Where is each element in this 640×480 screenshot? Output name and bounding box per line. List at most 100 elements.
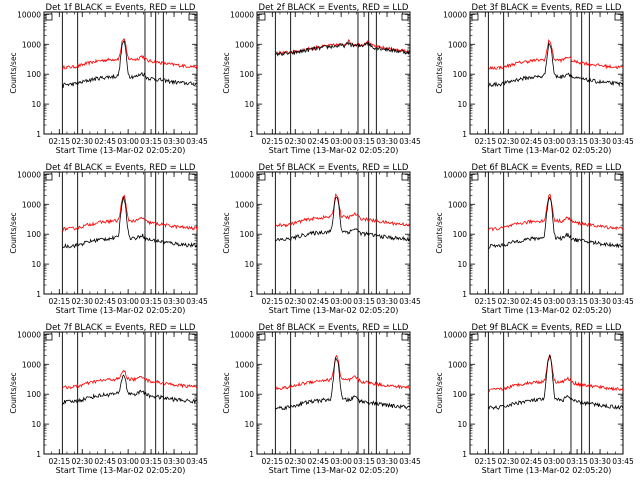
y-tick-label: 1 xyxy=(36,450,41,459)
y-tick-label: 10000 xyxy=(17,170,41,179)
x-tick-label: 02:45 xyxy=(94,457,116,466)
y-tick-label: 10 xyxy=(457,260,467,269)
panel-det-5: Det 5f BLACK = Events, RED = LLD 1 10 100 10… xyxy=(222,163,421,315)
x-tick-label: 02:15 xyxy=(48,137,70,146)
x-tick-label: 02:45 xyxy=(520,297,542,306)
panel-title: Det 5f BLACK = Events, RED = LLD xyxy=(259,163,409,173)
legend-box-left xyxy=(471,333,479,341)
x-axis-label: Start Time (13-Mar-02 02:05:20) xyxy=(269,466,399,475)
y-tick-label: 1 xyxy=(249,130,254,139)
x-tick-label: 02:30 xyxy=(71,457,93,466)
legend-box-right xyxy=(188,173,196,181)
legend-box-right xyxy=(188,333,196,341)
x-tick-label: 02:30 xyxy=(284,297,306,306)
series-events-line xyxy=(488,196,623,250)
panel-title: Det 9f BLACK = Events, RED = LLD xyxy=(472,323,622,333)
series-events-line xyxy=(275,40,410,57)
legend-box-left xyxy=(45,173,53,181)
legend-box-left xyxy=(258,13,266,21)
y-tick-label: 10 xyxy=(457,420,467,429)
x-tick-label: 03:30 xyxy=(589,137,611,146)
panel-title: Det 4f BLACK = Events, RED = LLD xyxy=(46,163,196,173)
series-lld-line xyxy=(275,192,410,228)
x-tick-label: 03:45 xyxy=(399,137,421,146)
panel-det-1: Det 1f BLACK = Events, RED = LLD 1 10 100 10… xyxy=(9,3,208,155)
plot-frame xyxy=(256,331,411,455)
y-axis-label: Counts/sec xyxy=(9,52,18,93)
x-tick-label: 03:30 xyxy=(376,457,398,466)
x-tick-label: 03:00 xyxy=(330,137,352,146)
x-tick-label: 03:15 xyxy=(566,457,588,466)
panel-title: Det 6f BLACK = Events, RED = LLD xyxy=(472,163,622,173)
plot-frame xyxy=(43,331,198,455)
panel-title: Det 1f BLACK = Events, RED = LLD xyxy=(46,3,196,13)
y-tick-label: 1 xyxy=(462,130,467,139)
legend-box-left xyxy=(258,333,266,341)
x-tick-label: 02:30 xyxy=(71,297,93,306)
y-axis-label: Counts/sec xyxy=(222,212,231,253)
x-tick-label: 02:45 xyxy=(307,457,329,466)
x-tick-label: 03:45 xyxy=(612,457,634,466)
x-tick-label: 03:30 xyxy=(163,137,185,146)
x-tick-label: 02:30 xyxy=(71,137,93,146)
y-axis-label: Counts/sec xyxy=(435,372,444,413)
x-tick-label: 02:30 xyxy=(284,457,306,466)
x-tick-label: 02:30 xyxy=(497,297,519,306)
panel-det-9: Det 9f BLACK = Events, RED = LLD 1 10 100 10… xyxy=(435,323,634,475)
series-events-line xyxy=(488,354,623,411)
series-events-line xyxy=(62,374,197,406)
series-events-line xyxy=(488,42,623,88)
x-tick-label: 03:15 xyxy=(353,297,375,306)
series-events-line xyxy=(275,197,410,242)
y-tick-label: 100 xyxy=(27,230,42,239)
y-tick-label: 10000 xyxy=(230,10,254,19)
x-tick-label: 02:45 xyxy=(520,457,542,466)
legend-box-left xyxy=(45,333,53,341)
x-tick-label: 02:15 xyxy=(261,137,283,146)
x-tick-label: 03:15 xyxy=(566,297,588,306)
y-tick-label: 1000 xyxy=(22,360,41,369)
y-tick-label: 1 xyxy=(249,290,254,299)
y-tick-label: 100 xyxy=(453,70,468,79)
series-lld-line xyxy=(62,369,197,390)
y-tick-label: 10 xyxy=(31,420,41,429)
x-tick-label: 02:45 xyxy=(520,137,542,146)
y-tick-label: 1000 xyxy=(235,200,254,209)
plot-frame xyxy=(469,171,624,295)
panel-title: Det 2f BLACK = Events, RED = LLD xyxy=(259,3,409,13)
y-tick-label: 100 xyxy=(27,390,42,399)
x-axis-label: Start Time (13-Mar-02 02:05:20) xyxy=(482,146,612,155)
plot-frame xyxy=(43,11,198,135)
plot-frame xyxy=(256,171,411,295)
panel-det-3: Det 3f BLACK = Events, RED = LLD 1 10 100 10… xyxy=(435,3,634,155)
x-tick-label: 02:15 xyxy=(48,297,70,306)
x-tick-label: 03:00 xyxy=(330,457,352,466)
series-lld-line xyxy=(62,194,197,233)
panel-title: Det 3f BLACK = Events, RED = LLD xyxy=(472,3,622,13)
x-tick-label: 03:45 xyxy=(612,137,634,146)
y-tick-label: 10000 xyxy=(230,170,254,179)
x-tick-label: 02:30 xyxy=(497,137,519,146)
y-tick-label: 1 xyxy=(462,450,467,459)
x-tick-label: 02:15 xyxy=(48,457,70,466)
y-axis-label: Counts/sec xyxy=(9,372,18,413)
panel-title: Det 7f BLACK = Events, RED = LLD xyxy=(46,323,196,333)
y-axis-label: Counts/sec xyxy=(435,52,444,93)
y-tick-label: 1 xyxy=(249,450,254,459)
x-tick-label: 03:30 xyxy=(376,297,398,306)
x-tick-label: 02:30 xyxy=(497,457,519,466)
x-tick-label: 02:15 xyxy=(261,457,283,466)
x-tick-label: 02:15 xyxy=(474,137,496,146)
x-tick-label: 03:15 xyxy=(140,137,162,146)
y-tick-label: 10 xyxy=(457,100,467,109)
y-tick-label: 10 xyxy=(244,260,254,269)
x-tick-label: 03:30 xyxy=(589,457,611,466)
y-tick-label: 10 xyxy=(31,100,41,109)
x-tick-label: 02:45 xyxy=(307,297,329,306)
y-tick-label: 10000 xyxy=(230,330,254,339)
x-tick-label: 02:15 xyxy=(474,297,496,306)
x-tick-label: 03:00 xyxy=(543,297,565,306)
y-axis-label: Counts/sec xyxy=(9,212,18,253)
y-tick-label: 1000 xyxy=(448,40,467,49)
